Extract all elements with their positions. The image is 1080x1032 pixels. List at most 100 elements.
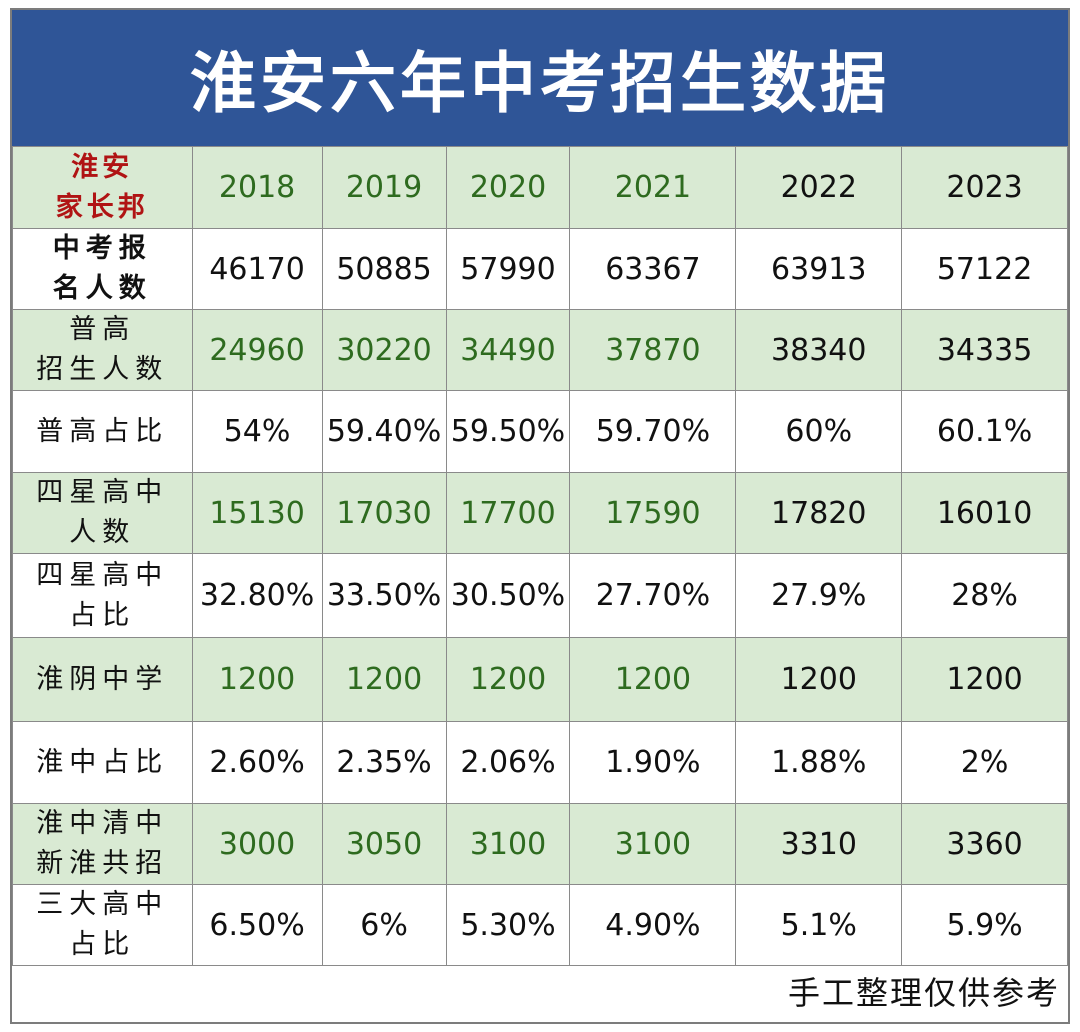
row-label-line: 四星高中	[36, 559, 169, 591]
year-header: 2022	[735, 146, 903, 229]
table-cell: 6.50%	[191, 884, 323, 966]
year-header: 2020	[445, 146, 571, 229]
table-row: 淮中占比 2.60% 2.35% 2.06% 1.90% 1.88% 2%	[12, 721, 1068, 804]
row-label: 淮阴中学	[12, 637, 193, 722]
year-header: 2023	[901, 146, 1068, 229]
table-row: 四星高中 占比 32.80% 33.50% 30.50% 27.70% 27.9% 28%	[12, 553, 1068, 638]
table-cell: 34490	[445, 309, 571, 391]
row-label-line: 普高	[69, 314, 136, 345]
row-label: 普高 招生人数	[12, 309, 193, 391]
table-cell: 60.1%	[901, 390, 1068, 473]
row-label-line: 普高占比	[36, 415, 169, 447]
enrollment-table: 淮安 家长邦 2018 2019 2020 2021 2022 2023 中考报 名人数 46170…	[12, 146, 1068, 966]
table-cell: 17590	[569, 472, 737, 554]
corner-label-line: 淮安	[71, 151, 134, 183]
row-label: 四星高中 人数	[12, 472, 193, 554]
table-cell: 4.90%	[569, 884, 737, 966]
table-cell: 15130	[191, 472, 323, 554]
table-cell: 2.06%	[445, 721, 571, 804]
table-cell: 2.60%	[191, 721, 323, 804]
table-cell: 30.50%	[445, 553, 571, 638]
row-label-line: 名人数	[52, 273, 152, 304]
table-cell: 24960	[191, 309, 323, 391]
table-row: 中考报 名人数 46170 50885 57990 63367 63913 57122	[12, 228, 1068, 310]
table-cell: 28%	[901, 553, 1068, 638]
header-row: 淮安 家长邦 2018 2019 2020 2021 2022 2023	[12, 146, 1068, 229]
table-cell: 3100	[445, 803, 571, 885]
corner-label: 淮安 家长邦	[12, 146, 193, 229]
row-label: 普高占比	[12, 390, 193, 473]
table-cell: 27.70%	[569, 553, 737, 638]
row-label: 中考报 名人数	[12, 228, 193, 310]
table-cell: 1.88%	[735, 721, 903, 804]
table-cell: 54%	[191, 390, 323, 473]
row-label-line: 占比	[69, 599, 136, 631]
row-label-line: 人数	[69, 517, 136, 548]
table-cell: 1200	[569, 637, 737, 722]
table-cell: 1200	[321, 637, 447, 722]
year-header: 2019	[321, 146, 447, 229]
table-cell: 5.1%	[735, 884, 903, 966]
table-cell: 1200	[191, 637, 323, 722]
table-cell: 59.40%	[321, 390, 447, 473]
table-cell: 2.35%	[321, 721, 447, 804]
year-header: 2021	[569, 146, 737, 229]
table-cell: 5.30%	[445, 884, 571, 966]
table-cell: 37870	[569, 309, 737, 391]
table-cell: 1.90%	[569, 721, 737, 804]
row-label: 三大高中 占比	[12, 884, 193, 966]
table-cell: 3310	[735, 803, 903, 885]
table-cell: 50885	[321, 228, 447, 310]
table-row: 普高 招生人数 24960 30220 34490 37870 38340 34335	[12, 309, 1068, 391]
table-row: 三大高中 占比 6.50% 6% 5.30% 4.90% 5.1% 5.9%	[12, 884, 1068, 966]
row-label-line: 淮中清中	[36, 808, 169, 839]
table-cell: 17700	[445, 472, 571, 554]
table-cell: 5.9%	[901, 884, 1068, 966]
year-header: 2018	[191, 146, 323, 229]
row-label-line: 三大高中	[36, 889, 169, 920]
row-label: 淮中清中 新淮共招	[12, 803, 193, 885]
row-label-line: 招生人数	[36, 354, 169, 385]
table-cell: 2%	[901, 721, 1068, 804]
table-cell: 3000	[191, 803, 323, 885]
table-row: 四星高中 人数 15130 17030 17700 17590 17820 16010	[12, 472, 1068, 554]
row-label: 淮中占比	[12, 721, 193, 804]
table-cell: 63913	[735, 228, 903, 310]
table-cell: 38340	[735, 309, 903, 391]
table-cell: 1200	[735, 637, 903, 722]
row-label-line: 新淮共招	[36, 848, 169, 879]
table-cell: 32.80%	[191, 553, 323, 638]
table-cell: 1200	[445, 637, 571, 722]
table-cell: 6%	[321, 884, 447, 966]
table-cell: 30220	[321, 309, 447, 391]
row-label-line: 淮阴中学	[36, 663, 169, 695]
table-cell: 34335	[901, 309, 1068, 391]
table-cell: 27.9%	[735, 553, 903, 638]
row-label-line: 中考报	[52, 233, 152, 264]
table-cell: 63367	[569, 228, 737, 310]
table-row: 普高占比 54% 59.40% 59.50% 59.70% 60% 60.1%	[12, 390, 1068, 473]
table-cell: 57122	[901, 228, 1068, 310]
corner-label-line: 家长邦	[55, 191, 149, 223]
table-cell: 17820	[735, 472, 903, 554]
row-label: 四星高中 占比	[12, 553, 193, 638]
table-frame: 淮安六年中考招生数据 淮安 家长邦 2018 2019 2020 2021 2022 2023…	[10, 8, 1070, 1024]
table-cell: 60%	[735, 390, 903, 473]
page-title: 淮安六年中考招生数据	[12, 10, 1068, 146]
table-cell: 17030	[321, 472, 447, 554]
table-cell: 3100	[569, 803, 737, 885]
table-cell: 1200	[901, 637, 1068, 722]
table-cell: 16010	[901, 472, 1068, 554]
row-label-line: 淮中占比	[36, 746, 169, 778]
table-row: 淮中清中 新淮共招 3000 3050 3100 3100 3310 3360	[12, 803, 1068, 885]
table-cell: 59.70%	[569, 390, 737, 473]
footer-note: 手工整理仅供参考	[787, 974, 1060, 1012]
table-cell: 57990	[445, 228, 571, 310]
table-cell: 46170	[191, 228, 323, 310]
table-cell: 33.50%	[321, 553, 447, 638]
row-label-line: 占比	[69, 929, 136, 960]
table-cell: 59.50%	[445, 390, 571, 473]
row-label-line: 四星高中	[36, 477, 169, 508]
table-row: 淮阴中学 1200 1200 1200 1200 1200 1200	[12, 637, 1068, 722]
table-cell: 3360	[901, 803, 1068, 885]
